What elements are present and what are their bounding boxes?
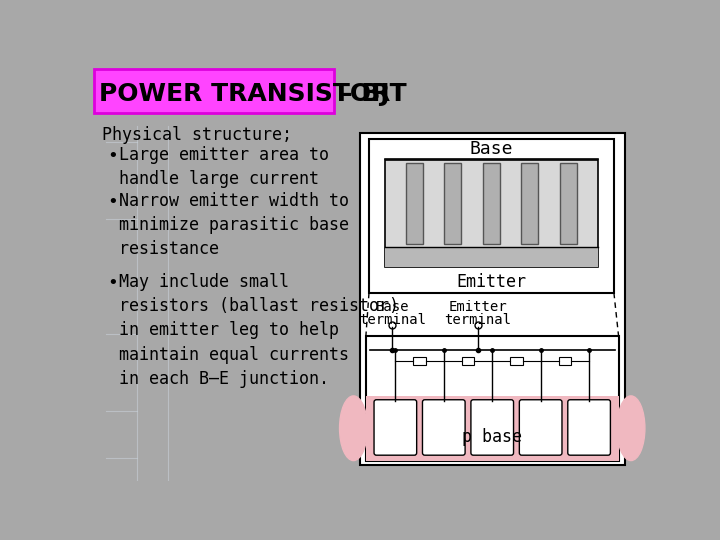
Text: May include small
resistors (ballast resistor)
in emitter leg to help
maintain e: May include small resistors (ballast res… — [120, 273, 400, 388]
Bar — [559, 357, 571, 365]
FancyBboxPatch shape — [519, 400, 562, 455]
Bar — [521, 164, 539, 244]
Bar — [462, 357, 474, 365]
Bar — [94, 69, 334, 113]
Text: terminal: terminal — [444, 313, 511, 327]
Bar — [444, 164, 462, 244]
Text: •: • — [107, 274, 118, 292]
Text: Large emitter area to
handle large current: Large emitter area to handle large curre… — [120, 146, 330, 188]
Bar — [360, 132, 625, 465]
FancyBboxPatch shape — [374, 400, 417, 455]
Text: Emitter: Emitter — [456, 273, 526, 291]
Bar — [369, 139, 614, 293]
Bar — [384, 247, 598, 267]
FancyBboxPatch shape — [423, 400, 465, 455]
Bar — [560, 164, 577, 244]
Text: – BJT: – BJT — [341, 82, 407, 106]
Text: Emitter: Emitter — [448, 300, 507, 314]
Text: Base: Base — [469, 140, 513, 159]
FancyBboxPatch shape — [471, 400, 513, 455]
Bar — [384, 160, 598, 267]
Ellipse shape — [340, 396, 367, 461]
Text: POWER TRANSISTOR: POWER TRANSISTOR — [99, 82, 391, 106]
Bar — [366, 396, 618, 461]
Text: Base: Base — [376, 300, 409, 314]
Text: •: • — [107, 193, 118, 211]
Bar — [366, 336, 618, 461]
Bar — [406, 164, 423, 244]
Bar — [510, 357, 523, 365]
Text: •: • — [107, 147, 118, 165]
Text: p base: p base — [462, 428, 522, 447]
Ellipse shape — [617, 396, 645, 461]
Text: terminal: terminal — [359, 313, 426, 327]
FancyBboxPatch shape — [568, 400, 611, 455]
Bar — [413, 357, 426, 365]
Text: Narrow emitter width to
minimize parasitic base
resistance: Narrow emitter width to minimize parasit… — [120, 192, 349, 259]
Text: Physical structure;: Physical structure; — [102, 126, 292, 144]
Bar — [483, 164, 500, 244]
